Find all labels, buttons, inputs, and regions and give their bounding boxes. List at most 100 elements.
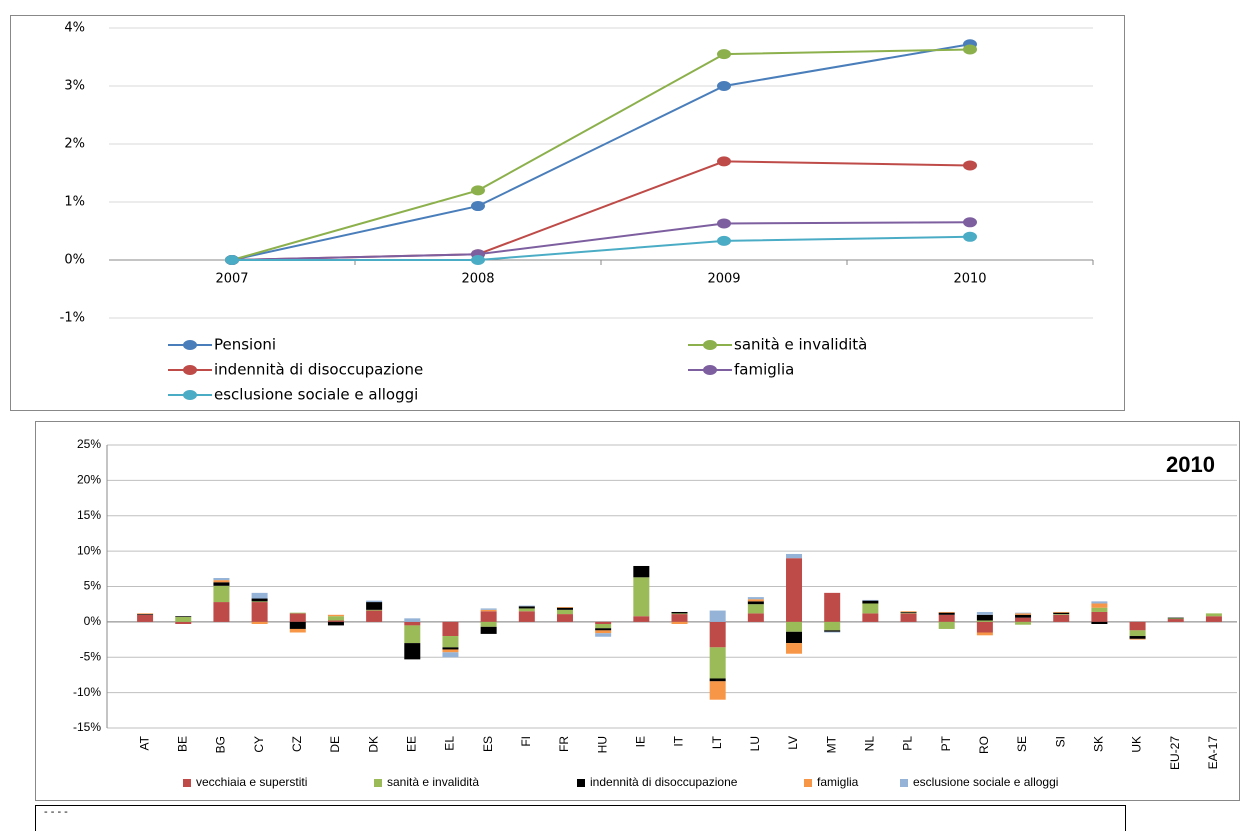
bar-segment bbox=[1167, 617, 1184, 619]
bar-segment bbox=[1015, 614, 1032, 618]
bar-segment bbox=[709, 678, 726, 682]
legend-label: esclusione sociale e alloggi bbox=[214, 386, 418, 404]
bar-segment bbox=[1129, 636, 1146, 639]
bar-segment bbox=[824, 621, 841, 631]
x-tick-label: LT bbox=[710, 735, 724, 749]
bar-segment bbox=[900, 613, 917, 622]
chart-frame bbox=[10, 15, 1125, 411]
x-tick-label: 2010 bbox=[953, 272, 986, 287]
series-line bbox=[231, 43, 971, 261]
bar-segment bbox=[1015, 612, 1032, 614]
bar-segment bbox=[786, 558, 803, 622]
bar-segment bbox=[251, 598, 268, 602]
bar-segment bbox=[1091, 601, 1108, 604]
point bbox=[225, 255, 239, 265]
bar-segment bbox=[595, 630, 612, 634]
bar-segment bbox=[747, 601, 764, 605]
bar-segment bbox=[938, 611, 955, 613]
bar-segment bbox=[480, 611, 497, 622]
x-tick-label: IT bbox=[672, 735, 686, 746]
bar-segment bbox=[786, 631, 803, 644]
bar-segment bbox=[137, 613, 154, 615]
bar-segment bbox=[938, 621, 955, 629]
x-tick-label: PL bbox=[901, 736, 915, 751]
x-tick-label: PT bbox=[939, 735, 953, 751]
legend-label: vecchiaia e superstiti bbox=[196, 775, 307, 789]
y-tick-label: 2% bbox=[64, 137, 85, 152]
bar-segment bbox=[442, 636, 459, 648]
legend-marker bbox=[703, 340, 717, 350]
bar-segment bbox=[1205, 616, 1222, 622]
legend-swatch bbox=[183, 779, 191, 787]
bar-segment bbox=[213, 582, 230, 586]
bar-segment bbox=[289, 612, 306, 614]
bar-segment bbox=[327, 621, 344, 626]
bar-segment bbox=[1205, 613, 1222, 617]
bar-segment bbox=[251, 602, 268, 622]
bar-segment bbox=[518, 608, 535, 612]
bar-segment bbox=[442, 649, 459, 653]
point bbox=[963, 160, 977, 171]
bar-segment bbox=[938, 614, 955, 622]
x-tick-label: SK bbox=[1092, 736, 1106, 752]
bar-segment bbox=[213, 585, 230, 603]
bar-segment bbox=[289, 613, 306, 622]
point bbox=[717, 156, 731, 167]
bar-segment bbox=[1091, 607, 1108, 612]
point bbox=[717, 81, 731, 91]
bar-segment bbox=[671, 614, 688, 622]
point bbox=[963, 44, 977, 55]
legend-label: indennità di disoccupazione bbox=[590, 775, 738, 789]
bar-segment bbox=[747, 599, 764, 602]
x-tick-label: HU bbox=[595, 736, 609, 753]
bar-segment bbox=[1129, 630, 1146, 637]
bar-segment bbox=[747, 613, 764, 622]
bar-segment bbox=[1053, 614, 1070, 615]
note: - - - - bbox=[44, 806, 68, 818]
legend-label: indennità di disoccupazione bbox=[214, 361, 423, 379]
bar-segment bbox=[1167, 619, 1184, 622]
bar-segment bbox=[671, 611, 688, 614]
bar-segment bbox=[595, 621, 612, 624]
bar-segment bbox=[480, 608, 497, 610]
bar-segment bbox=[1053, 614, 1070, 622]
y-tick-label: 0% bbox=[64, 253, 85, 268]
point bbox=[471, 201, 485, 212]
bar-segment bbox=[786, 553, 803, 559]
point bbox=[963, 231, 977, 242]
x-tick-label: BE bbox=[175, 736, 189, 752]
bar-segment bbox=[251, 621, 268, 624]
bar-segment bbox=[213, 578, 230, 581]
x-tick-label: SI bbox=[1053, 736, 1067, 747]
x-tick-label: 2007 bbox=[215, 272, 248, 287]
x-tick-label: LU bbox=[748, 736, 762, 751]
bar-segment bbox=[1053, 611, 1070, 613]
bar-segment bbox=[862, 600, 879, 604]
bar-segment bbox=[633, 565, 650, 578]
legend-marker bbox=[183, 340, 197, 350]
legend-label: sanità e invalidità bbox=[734, 336, 867, 354]
bar-segment bbox=[366, 602, 383, 610]
bar-segment bbox=[862, 603, 879, 614]
point bbox=[963, 217, 977, 228]
bar-segment bbox=[1167, 618, 1184, 620]
bar-segment bbox=[824, 592, 841, 622]
bar-segment bbox=[976, 614, 993, 621]
line-chart: -1% 0% 1% 2% 3% 4% 2007 2008 2009 2010 Pensioni san… bbox=[60, 21, 1094, 404]
bar-segment bbox=[404, 618, 421, 622]
bar-segment bbox=[1015, 621, 1032, 625]
series-line bbox=[231, 221, 971, 261]
chart-title: 2010 bbox=[1166, 452, 1215, 477]
bar-segment bbox=[900, 611, 917, 613]
bar-segment bbox=[1091, 611, 1108, 622]
x-tick-label: CY bbox=[252, 736, 266, 753]
legend-swatch bbox=[374, 779, 382, 787]
bar-segment bbox=[976, 620, 993, 622]
x-tick-label: UK bbox=[1130, 736, 1144, 753]
bar-segment bbox=[327, 616, 344, 621]
bar-segment bbox=[175, 616, 192, 617]
y-tick-label: 1% bbox=[64, 195, 85, 210]
bar-segment bbox=[289, 628, 306, 633]
bar-segment bbox=[404, 621, 421, 626]
y-tick-label: 5% bbox=[84, 579, 102, 593]
